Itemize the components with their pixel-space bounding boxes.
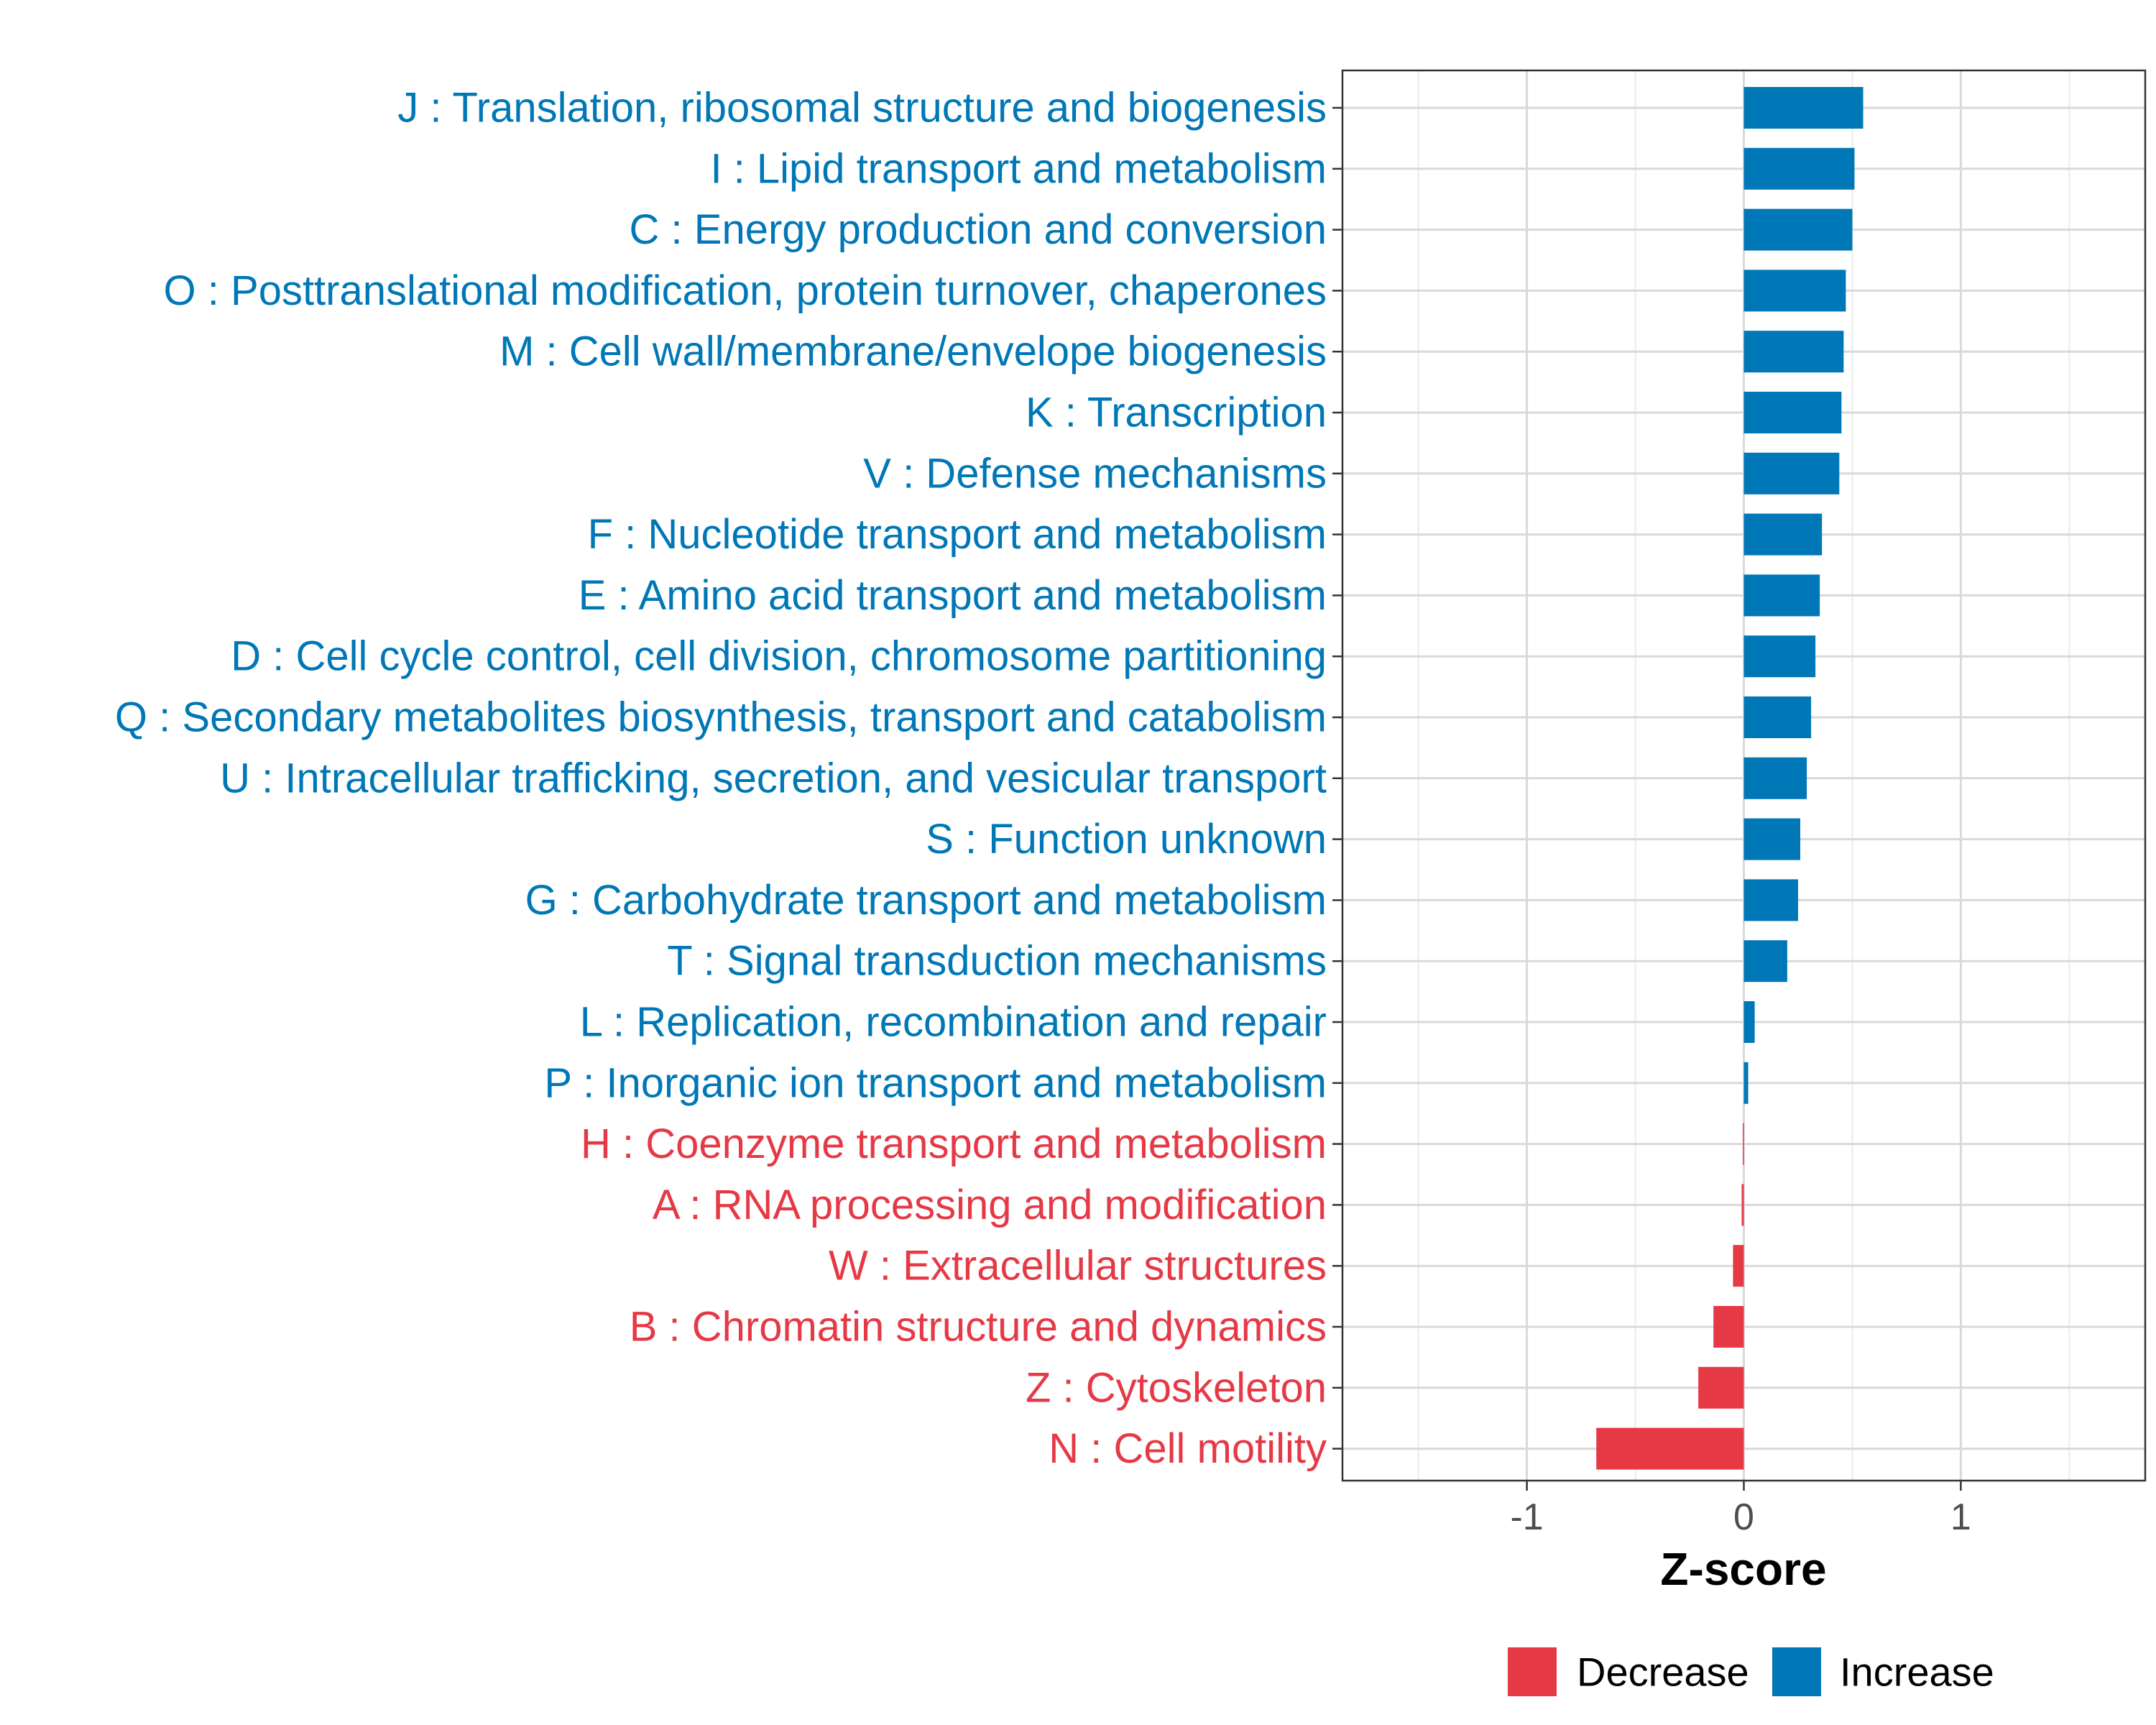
bar-increase bbox=[1743, 757, 1807, 799]
bar-increase bbox=[1743, 1062, 1749, 1104]
x-axis-ticks: -1 0 1 bbox=[1510, 1481, 1971, 1538]
legend-swatch-increase bbox=[1772, 1647, 1821, 1696]
bar-increase bbox=[1743, 696, 1812, 738]
bar-increase bbox=[1743, 331, 1844, 373]
legend: Decrease Increase bbox=[1508, 1647, 1994, 1696]
category-label: C : Energy production and conversion bbox=[630, 206, 1327, 253]
bar-increase bbox=[1743, 452, 1840, 494]
category-labels: J : Translation, ribosomal structure and… bbox=[115, 85, 1327, 1473]
bar-decrease bbox=[1713, 1306, 1744, 1348]
category-label: H : Coenzyme transport and metabolism bbox=[581, 1121, 1327, 1167]
category-label: A : RNA processing and modification bbox=[653, 1182, 1327, 1228]
category-label: V : Defense mechanisms bbox=[863, 450, 1327, 497]
category-label: Q : Secondary metabolites biosynthesis, … bbox=[115, 694, 1327, 741]
bar-increase bbox=[1743, 818, 1800, 860]
x-axis-title: Z-score bbox=[1660, 1543, 1826, 1595]
bars bbox=[1596, 87, 1864, 1470]
category-label: G : Carbohydrate transport and metabolis… bbox=[525, 877, 1327, 924]
category-label: U : Intracellular trafficking, secretion… bbox=[220, 755, 1327, 801]
y-axis-ticks bbox=[1332, 106, 1342, 1450]
bar-increase bbox=[1743, 270, 1846, 312]
bar-decrease bbox=[1733, 1245, 1744, 1287]
bar-increase bbox=[1743, 513, 1823, 556]
bar-increase bbox=[1743, 147, 1855, 190]
bar-increase bbox=[1743, 392, 1842, 433]
x-tick-label: 0 bbox=[1733, 1496, 1754, 1538]
bar-decrease bbox=[1741, 1184, 1744, 1226]
category-label: Z : Cytoskeleton bbox=[1026, 1364, 1327, 1411]
bar-increase bbox=[1743, 208, 1853, 251]
bar-increase bbox=[1743, 940, 1787, 983]
category-label: T : Signal transduction mechanisms bbox=[667, 938, 1327, 985]
legend-label-decrease: Decrease bbox=[1577, 1650, 1749, 1695]
x-tick-label: -1 bbox=[1510, 1496, 1543, 1538]
category-label: W : Extracellular structures bbox=[829, 1243, 1327, 1289]
category-label: J : Translation, ribosomal structure and… bbox=[397, 85, 1327, 132]
category-label: D : Cell cycle control, cell division, c… bbox=[231, 633, 1327, 680]
bar-increase bbox=[1743, 1001, 1755, 1043]
bar-increase bbox=[1743, 879, 1798, 921]
category-label: P : Inorganic ion transport and metaboli… bbox=[544, 1059, 1327, 1106]
x-tick-label: 1 bbox=[1950, 1496, 1971, 1538]
bar-increase bbox=[1743, 574, 1820, 617]
category-label: K : Transcription bbox=[1026, 390, 1327, 436]
bar-increase bbox=[1743, 635, 1816, 678]
category-label: F : Nucleotide transport and metabolism bbox=[588, 511, 1327, 558]
category-label: E : Amino acid transport and metabolism bbox=[579, 572, 1327, 619]
category-label: L : Replication, recombination and repai… bbox=[580, 999, 1327, 1046]
category-label: I : Lipid transport and metabolism bbox=[710, 145, 1327, 192]
bar-decrease bbox=[1596, 1427, 1744, 1470]
category-label: N : Cell motility bbox=[1049, 1425, 1327, 1472]
category-label: S : Function unknown bbox=[926, 816, 1327, 862]
bar-decrease bbox=[1698, 1366, 1744, 1409]
bar-increase bbox=[1743, 87, 1864, 129]
category-label: M : Cell wall/membrane/envelope biogenes… bbox=[499, 328, 1327, 375]
legend-swatch-decrease bbox=[1508, 1647, 1557, 1696]
legend-label-increase: Increase bbox=[1840, 1650, 1994, 1695]
bar-decrease bbox=[1742, 1123, 1744, 1165]
category-label: B : Chromatin structure and dynamics bbox=[630, 1304, 1327, 1351]
category-label: O : Posttranslational modification, prot… bbox=[164, 267, 1327, 314]
